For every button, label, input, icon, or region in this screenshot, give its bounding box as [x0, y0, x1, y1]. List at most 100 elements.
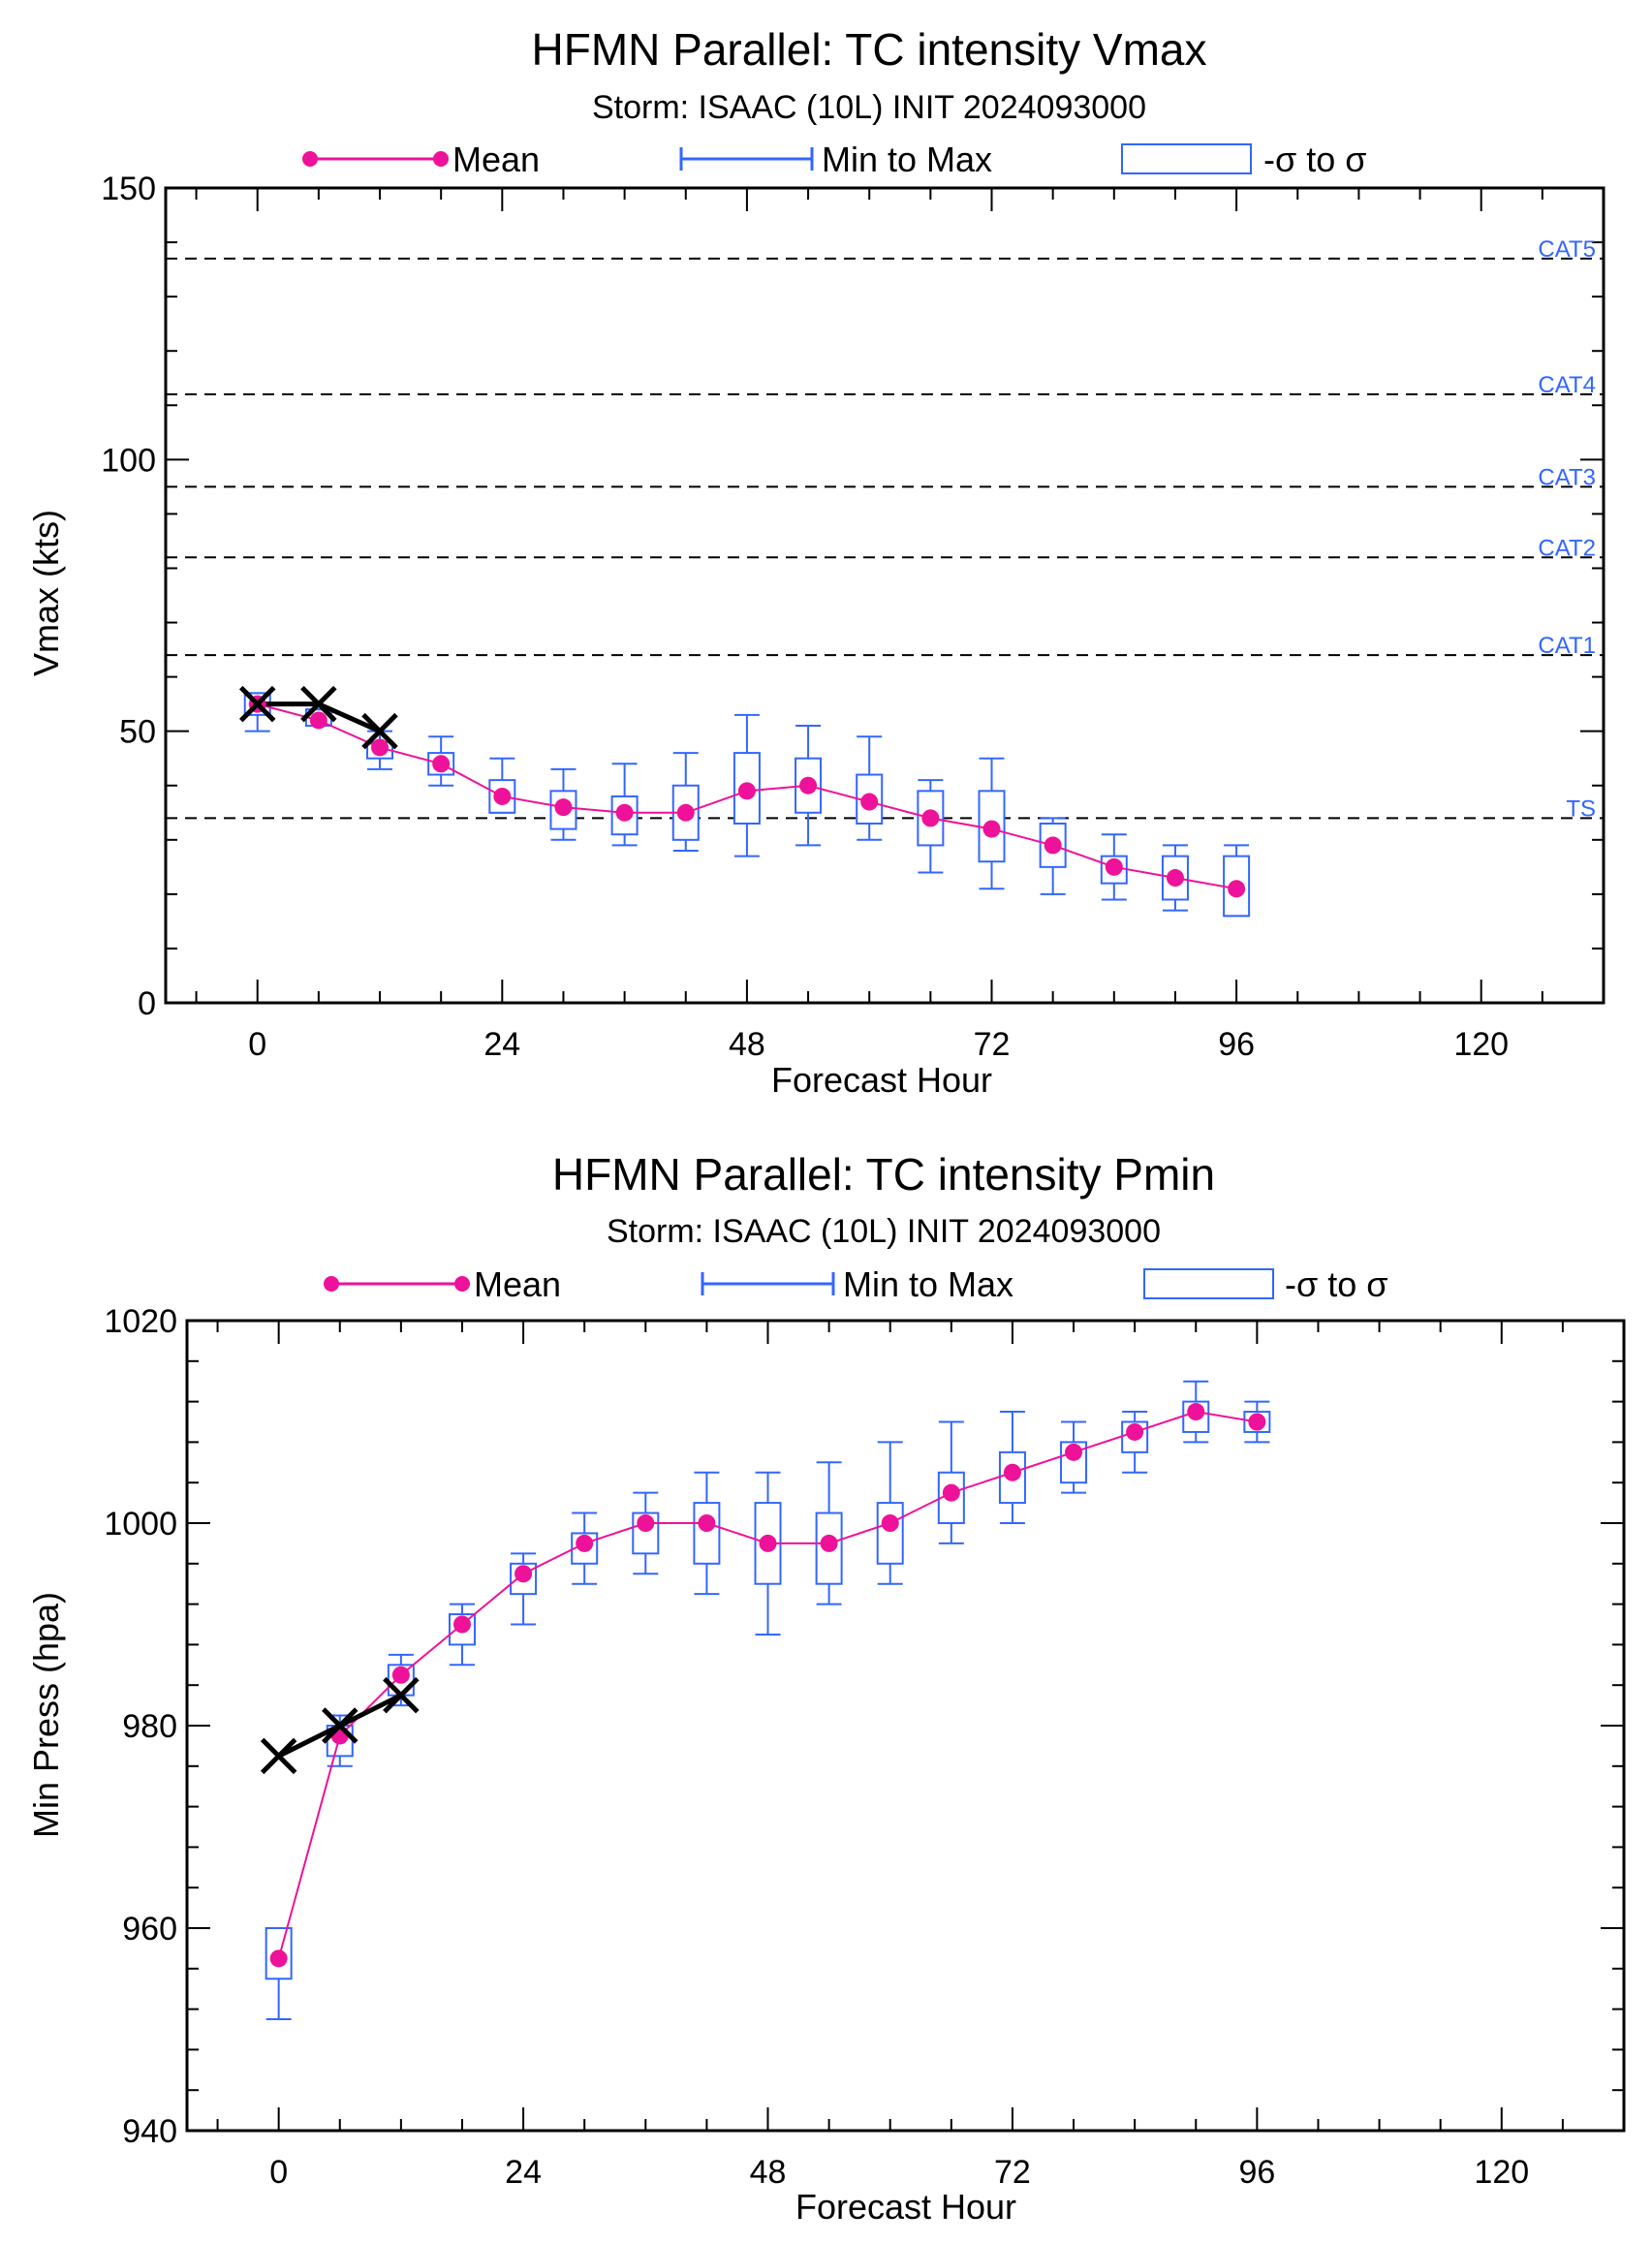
vmax-chart: HFMN Parallel: TC intensity Vmax Storm: … — [26, 24, 1605, 1100]
vmax-mean-point — [554, 798, 573, 817]
vmax-x-axis-label: Forecast Hour — [771, 1060, 992, 1100]
vmax-y-axis-label: Vmax (kts) — [26, 510, 66, 676]
legend-range-label: Min to Max — [843, 1264, 1013, 1304]
pmin-mean-point — [820, 1534, 838, 1552]
vmax-threshold-label-cat4: CAT4 — [1538, 372, 1596, 398]
vmax-y-tick-label: 0 — [138, 985, 156, 1022]
observed-marker-stroke — [361, 712, 398, 750]
pmin-mean-point — [698, 1514, 716, 1532]
legend-range-marker — [679, 147, 814, 171]
vmax-threshold-label-cat2: CAT2 — [1538, 535, 1596, 561]
pmin-mean-point — [269, 1949, 288, 1968]
pmin-mean-point — [452, 1615, 471, 1634]
legend-sigma-marker — [1121, 143, 1252, 174]
pmin-mean-point — [1065, 1443, 1083, 1461]
pmin-y-tick-label: 1000 — [104, 1506, 177, 1543]
legend-mean-label: Mean — [452, 140, 540, 179]
pmin-box-36 — [632, 1491, 660, 1575]
vmax-x-tick-label: 0 — [248, 1026, 266, 1063]
vmax-observed-marker — [238, 685, 276, 723]
vmax-mean-point — [921, 809, 940, 827]
vmax-observed-marker — [300, 685, 337, 723]
vmax-y-tick-label: 150 — [101, 171, 156, 207]
pmin-mean-point — [942, 1483, 960, 1502]
pmin-chart: HFMN Parallel: TC intensity Pmin Storm: … — [26, 1149, 1626, 2227]
pmin-y-tick-label: 1020 — [104, 1303, 177, 1340]
pmin-chart-subtitle: Storm: ISAAC (10L) INIT 2024093000 — [607, 1213, 1161, 1250]
vmax-y-tick-label: 100 — [101, 442, 156, 479]
vmax-mean-point — [371, 738, 390, 757]
pmin-mean-point — [576, 1534, 594, 1552]
vmax-mean-point — [1166, 869, 1184, 888]
pmin-y-tick-label: 980 — [122, 1708, 177, 1745]
vmax-mean-point — [615, 803, 634, 822]
vmax-box-60 — [856, 735, 884, 841]
vmax-x-tick-label: 72 — [974, 1026, 1011, 1063]
vmax-x-tick-label: 24 — [483, 1026, 520, 1063]
vmax-chart-title: HFMN Parallel: TC intensity Vmax — [532, 24, 1207, 75]
vmax-mean-point — [1228, 880, 1246, 898]
vmax-observed-marker — [361, 712, 398, 750]
pmin-x-tick-label: 24 — [505, 2154, 542, 2191]
pmin-box-66 — [937, 1420, 965, 1544]
pmin-legend: Mean Min to Max -σ to σ — [324, 1264, 1387, 1304]
pmin-box-24 — [510, 1552, 538, 1626]
vmax-mean-point — [493, 787, 512, 805]
pmin-chart-title: HFMN Parallel: TC intensity Pmin — [552, 1149, 1215, 1200]
vmax-mean-point — [860, 793, 879, 811]
legend-sigma-label: -σ to σ — [1263, 140, 1366, 179]
pmin-box-84 — [1121, 1411, 1149, 1474]
pmin-x-axis-label: Forecast Hour — [795, 2187, 1016, 2227]
sigma-box — [693, 1502, 721, 1565]
pmin-observed-marker — [383, 1676, 420, 1714]
legend-sigma-label: -σ to σ — [1285, 1264, 1387, 1304]
legend-mean-label: Mean — [474, 1264, 561, 1304]
pmin-x-tick-label: 96 — [1238, 2154, 1275, 2191]
pmin-mean-point — [1003, 1463, 1021, 1481]
vmax-threshold-label-cat3: CAT3 — [1538, 464, 1596, 490]
vmax-x-tick-label: 96 — [1218, 1026, 1255, 1063]
vmax-mean-point — [1105, 857, 1123, 876]
pmin-box-42 — [693, 1471, 721, 1596]
vmax-threshold-label-ts: TS — [1566, 795, 1596, 822]
vmax-box-42 — [671, 752, 700, 853]
pmin-plot-frame — [185, 1319, 1626, 2133]
vmax-plot-frame — [164, 186, 1605, 1005]
pmin-mean-point — [1248, 1413, 1266, 1431]
pmin-mean-point — [759, 1534, 777, 1552]
legend-sigma-marker — [1143, 1268, 1274, 1299]
pmin-x-tick-label: 72 — [994, 2154, 1031, 2191]
sigma-box — [876, 1502, 904, 1565]
vmax-mean-point — [676, 803, 695, 822]
pmin-plot-area: 0 24 48 72 96 120 940 960 980 1000 1020 — [104, 1303, 1626, 2191]
pmin-mean-point — [391, 1666, 410, 1684]
pmin-mean-point — [881, 1514, 899, 1532]
pmin-box-60 — [876, 1441, 904, 1585]
pmin-mean-point — [1187, 1403, 1205, 1421]
vmax-legend: Mean Min to Max -σ to σ — [302, 140, 1366, 179]
vmax-threshold-label-cat1: CAT1 — [1538, 633, 1596, 659]
pmin-y-axis-label: Min Press (hpa) — [26, 1592, 66, 1838]
observed-marker-stroke — [383, 1676, 420, 1714]
pmin-mean-point — [637, 1514, 655, 1532]
vmax-mean-point — [737, 782, 756, 800]
pmin-y-tick-label: 960 — [122, 1911, 177, 1948]
legend-range-marker — [701, 1272, 835, 1295]
legend-mean-marker — [324, 1276, 470, 1292]
legend-range-label: Min to Max — [822, 140, 992, 179]
pmin-box-48 — [754, 1471, 782, 1636]
pmin-observed-marker — [260, 1737, 297, 1775]
vmax-mean-point — [1044, 836, 1062, 855]
pmin-box-54 — [815, 1461, 843, 1605]
legend-mean-marker — [302, 151, 449, 167]
vmax-mean-point — [799, 776, 818, 795]
vmax-threshold-label-cat5: CAT5 — [1538, 236, 1596, 263]
pmin-y-tick-label: 940 — [122, 2113, 177, 2150]
pmin-observed-marker — [321, 1707, 358, 1744]
vmax-mean-point — [432, 755, 451, 773]
vmax-plot-area: 0 24 48 72 96 120 0 50 100 150 CAT5 CAT4 CAT3 CAT2 CAT… — [101, 171, 1605, 1063]
vmax-y-tick-label: 50 — [119, 714, 156, 751]
vmax-x-tick-label: 120 — [1453, 1026, 1509, 1063]
vmax-chart-subtitle: Storm: ISAAC (10L) INIT 2024093000 — [592, 89, 1146, 126]
